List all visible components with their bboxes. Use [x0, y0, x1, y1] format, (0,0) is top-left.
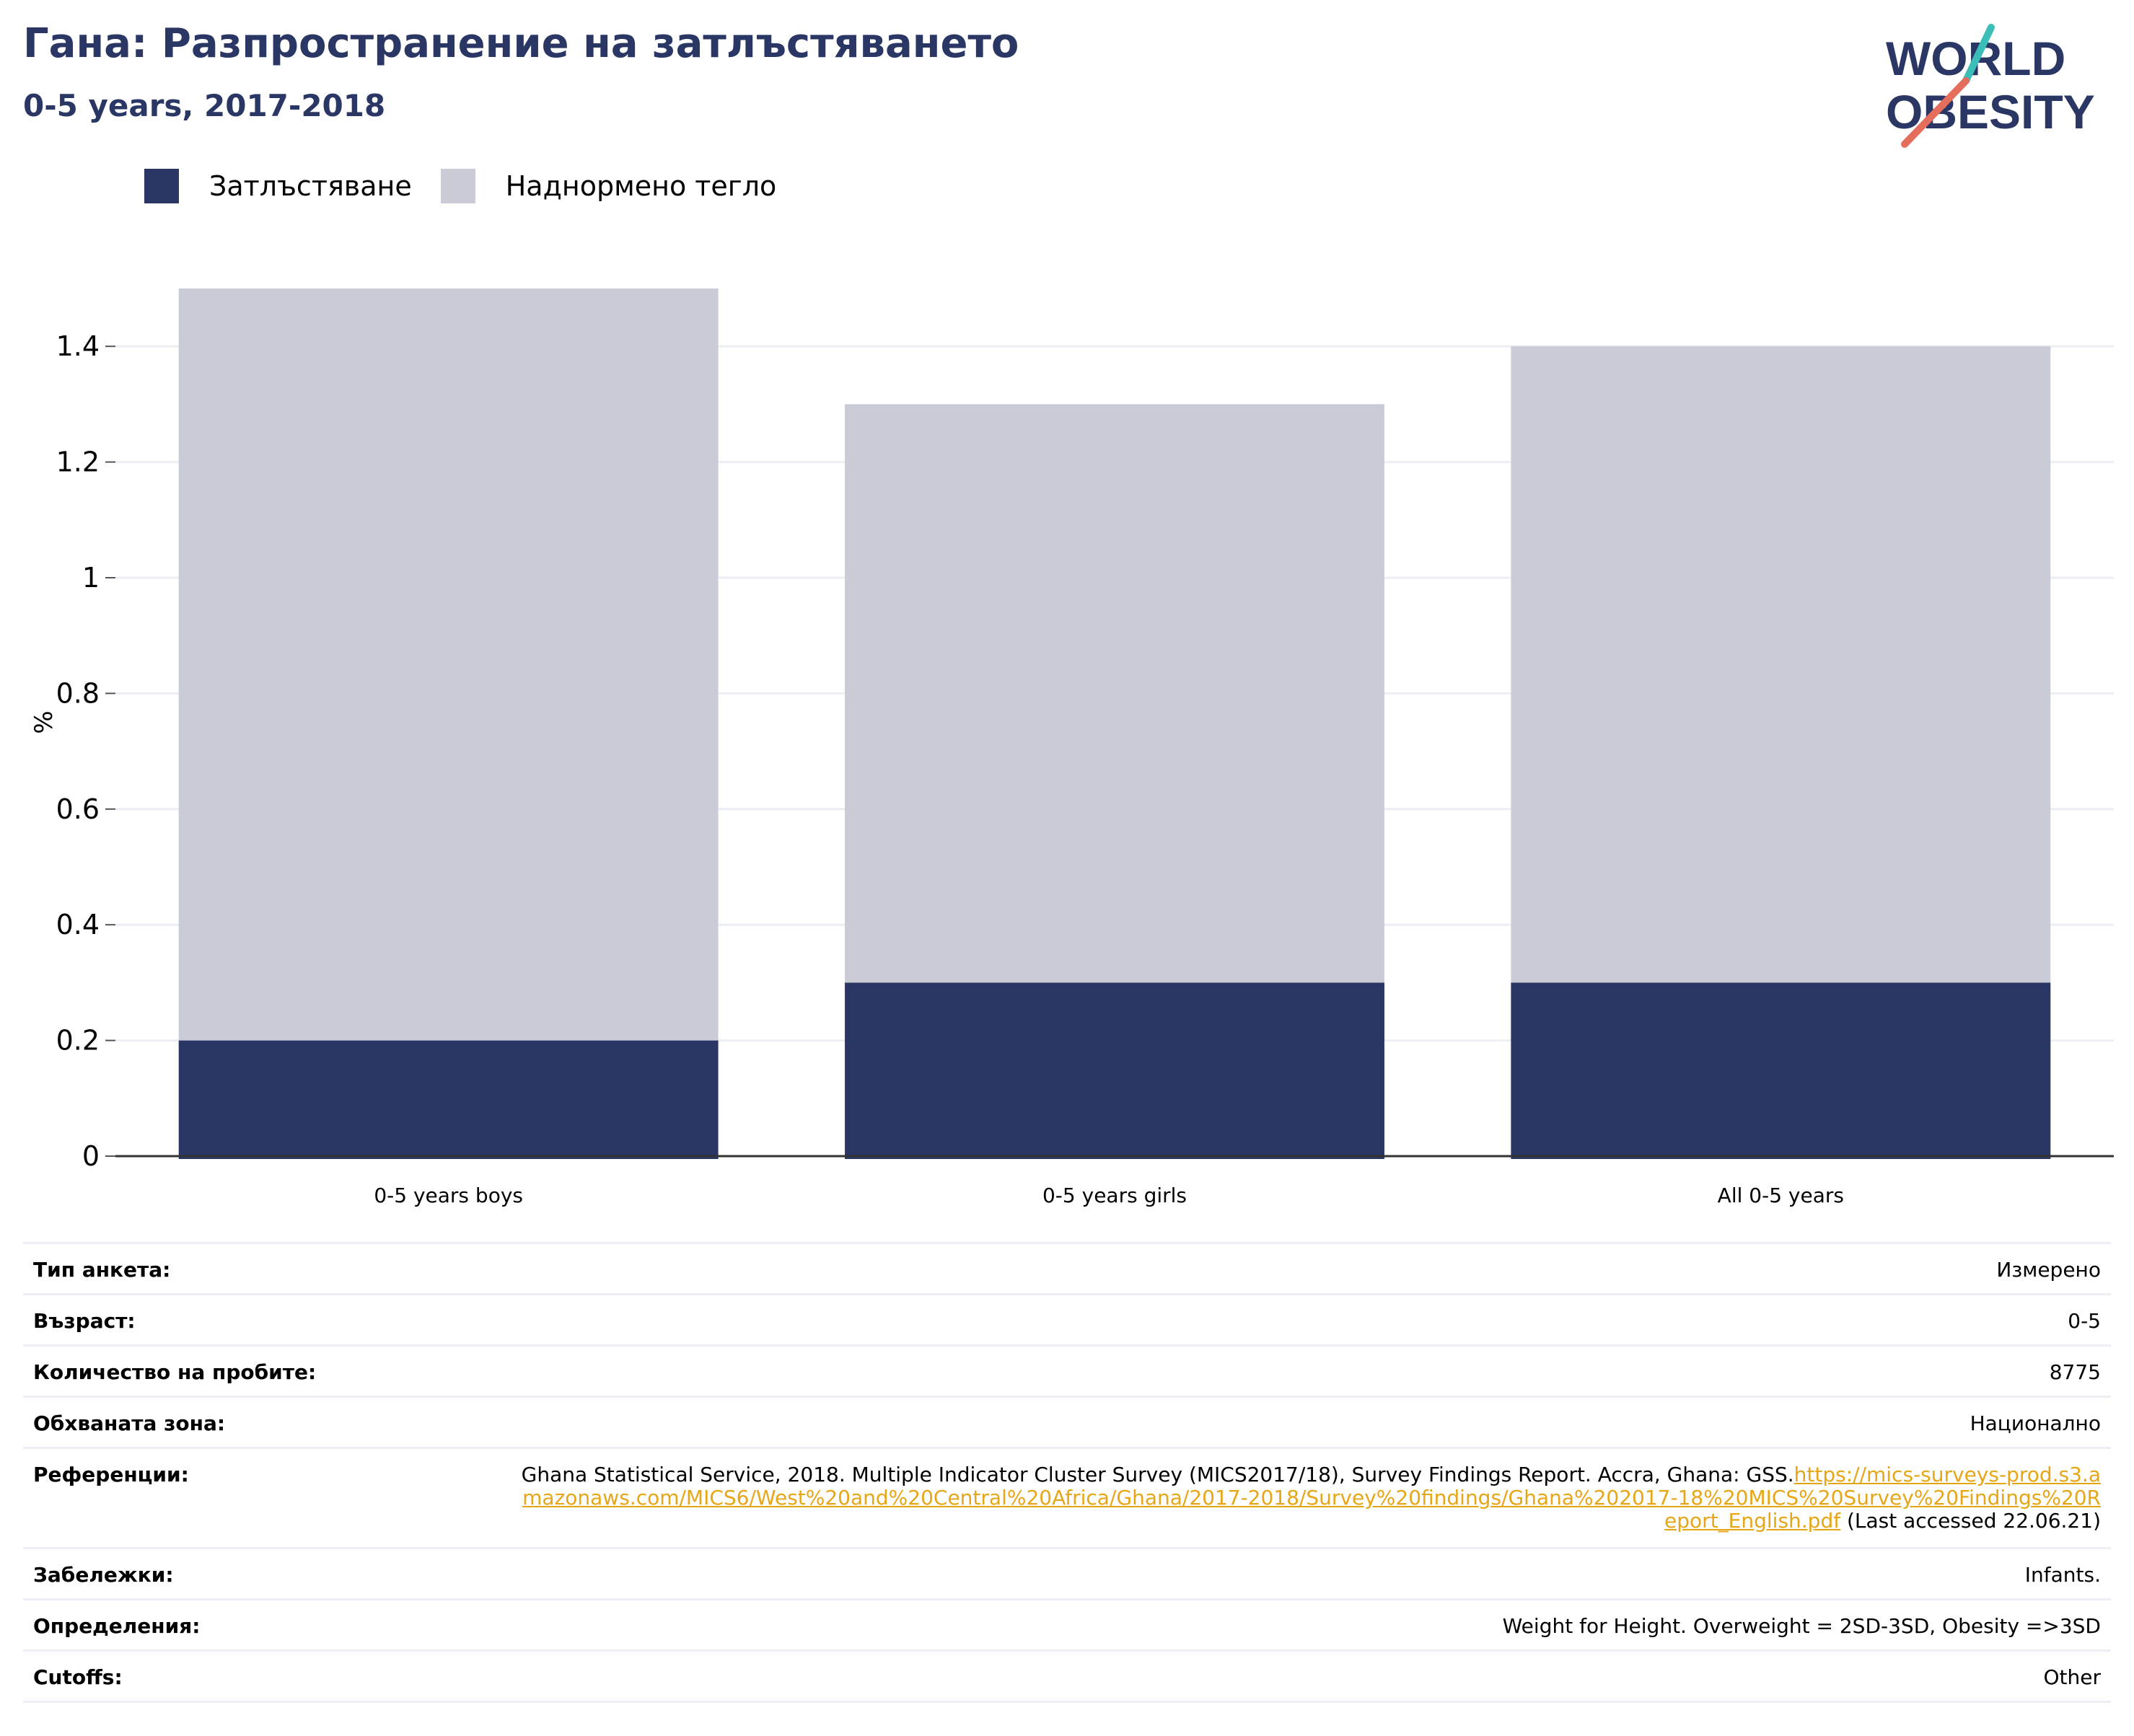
legend-label-overweight: Наднормено тегло: [505, 170, 777, 202]
legend-swatch-overweight: [440, 169, 475, 203]
metadata-row: Възраст: 0-5: [23, 1293, 2111, 1344]
y-tick-label: 0.4: [56, 909, 100, 940]
metadata-value-text: Ghana Statistical Service, 2018. Multipl…: [521, 1463, 1794, 1486]
world-obesity-logo: WORLD OBESITY: [1886, 24, 2095, 148]
metadata-value-text: 0-5: [2068, 1309, 2101, 1333]
metadata-value: Weight for Height. Overweight = 2SD-3SD,…: [1503, 1615, 2101, 1638]
metadata-label: Забележки:: [33, 1563, 174, 1587]
metadata-row: Забележки: Infants.: [23, 1547, 2111, 1598]
logo-coral-stroke: [1901, 77, 1970, 148]
bar-obesity: [1511, 982, 2051, 1159]
metadata-value-text: Infants.: [2024, 1563, 2101, 1587]
metadata-row: Количество на пробите: 8775: [23, 1344, 2111, 1396]
y-tick-label: 1.2: [56, 446, 100, 478]
y-tick-label: 0.8: [56, 677, 100, 709]
legend-item-obesity[interactable]: Затлъстяване: [144, 169, 412, 203]
bar-obesity: [845, 982, 1384, 1159]
reference-suffix: (Last accessed 22.06.21): [1840, 1509, 2101, 1533]
bar-overweight: [845, 404, 1384, 983]
y-tick-label: 1: [82, 562, 100, 594]
metadata-label: Cutoffs:: [33, 1665, 123, 1689]
metadata-row: Тип анкета: Измерено: [23, 1242, 2111, 1293]
metadata-value: 8775: [2050, 1361, 2101, 1384]
bar-chart: 0 0.2 0.4 0.6 0.8 1 1.2 1.4% 0-5 years boys 0-5 y…: [30, 288, 2114, 1207]
metadata-value: Infants.: [2025, 1564, 2101, 1587]
y-tick-label: 0: [82, 1140, 100, 1172]
metadata-row: Определения: Weight for Height. Overweigh…: [23, 1598, 2111, 1649]
metadata-value: Ghana Statistical Service, 2018. Multipl…: [514, 1463, 2101, 1533]
chart-title: Гана: Разпространение на затлъстяването: [23, 20, 1019, 67]
metadata-label: Тип анкета:: [33, 1258, 171, 1282]
metadata-value-text: 8775: [2049, 1360, 2101, 1384]
reference-link[interactable]: https://mics-surveys-prod.s3.amazonaws.c…: [522, 1463, 2101, 1533]
logo-teal-stroke: [1962, 24, 1995, 84]
bar-overweight: [178, 288, 719, 1041]
bar-obesity: [178, 1040, 719, 1159]
y-tick-label: 0.6: [56, 793, 100, 825]
x-tick-label: 0-5 years girls: [1042, 1184, 1187, 1207]
y-tick-label: 0.2: [56, 1025, 100, 1057]
legend-label-obesity: Затлъстяване: [209, 170, 412, 202]
metadata-value: Измерено: [1996, 1259, 2101, 1282]
metadata-label: Обхваната зона:: [33, 1411, 226, 1435]
metadata-value-text: Weight for Height. Overweight = 2SD-3SD,…: [1502, 1614, 2101, 1638]
metadata-table: Тип анкета: Измерено Възраст: 0-5 Количество…: [23, 1242, 2111, 1703]
metadata-label: Референции:: [33, 1463, 189, 1486]
bar-overweight: [1511, 346, 2051, 983]
metadata-label: Възраст:: [33, 1309, 136, 1333]
metadata-label: Количество на пробите:: [33, 1360, 317, 1384]
metadata-value: Национално: [1970, 1412, 2101, 1435]
metadata-row: Обхваната зона: Национално: [23, 1396, 2111, 1447]
y-tick-label: 1.4: [56, 330, 100, 362]
x-tick-label: All 0-5 years: [1718, 1184, 1844, 1207]
metadata-label: Определения:: [33, 1614, 201, 1638]
metadata-value-text: Other: [2043, 1665, 2101, 1689]
metadata-row: Cutoffs: Other: [23, 1649, 2111, 1703]
metadata-value: 0-5: [2068, 1310, 2101, 1333]
metadata-value-text: Национално: [1970, 1411, 2101, 1435]
x-tick-label: 0-5 years boys: [374, 1184, 523, 1207]
chart-subtitle: 0-5 years, 2017-2018: [23, 88, 386, 123]
metadata-value: Other: [2043, 1666, 2101, 1689]
metadata-row: Референции: Ghana Statistical Service, 20…: [23, 1447, 2111, 1547]
legend-item-overweight[interactable]: Наднормено тегло: [440, 169, 777, 203]
metadata-value-text: Измерено: [1996, 1258, 2101, 1282]
legend-swatch-obesity: [144, 169, 179, 203]
chart-legend: Затлъстяване Наднормено тегло: [144, 167, 805, 205]
y-axis-label: %: [30, 710, 58, 733]
